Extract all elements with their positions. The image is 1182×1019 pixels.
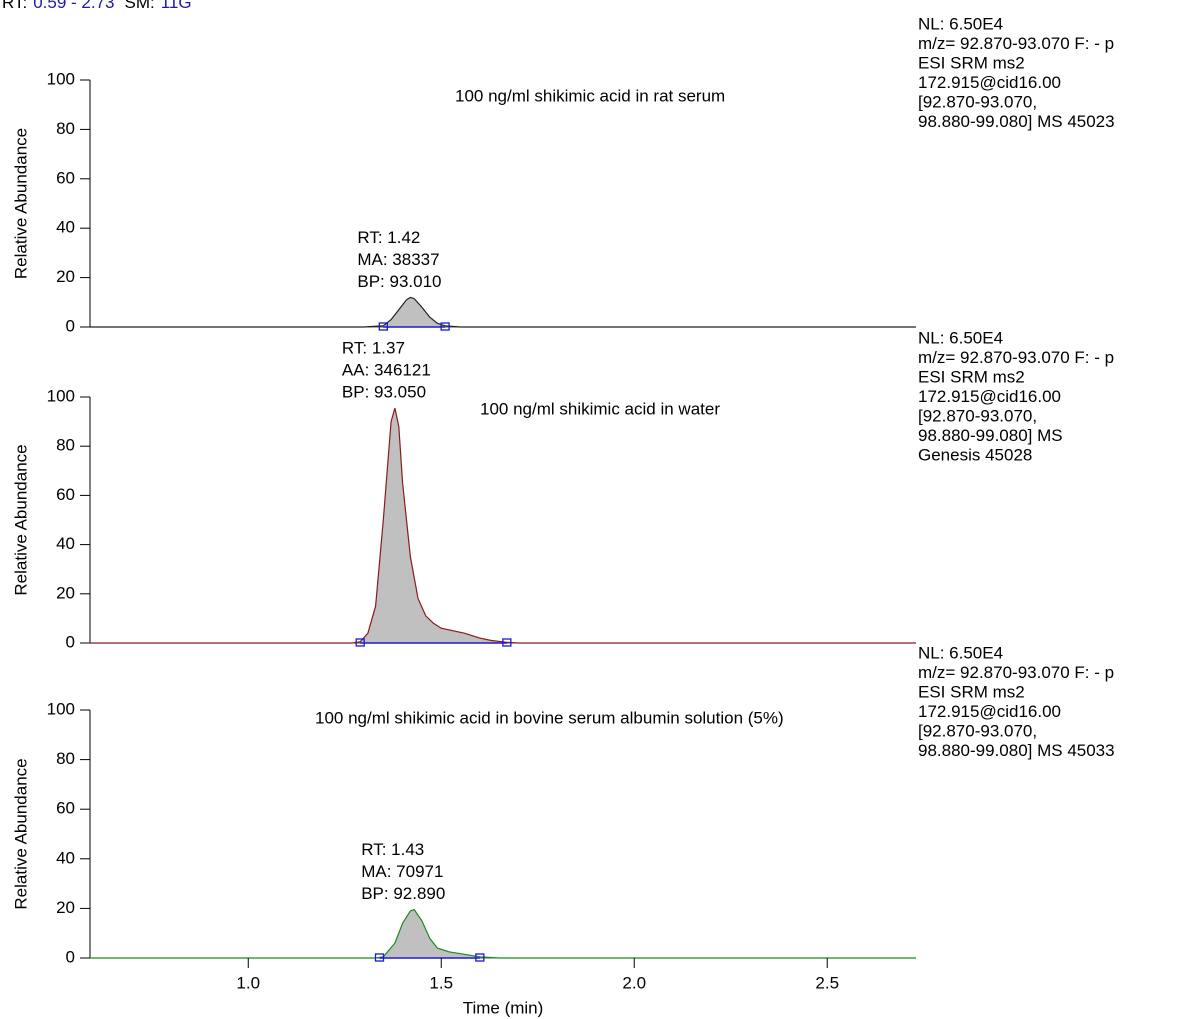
scan-info: 172.915@cid16.00 [918, 702, 1061, 721]
y-tick-label: 100 [47, 69, 75, 88]
y-tick-label: 20 [56, 898, 75, 917]
peak-bound-marker [355, 638, 365, 647]
y-tick-label: 80 [56, 749, 75, 768]
y-tick-label: 60 [56, 799, 75, 818]
peak-label: MA: 38337 [357, 250, 439, 269]
y-tick-label: 100 [47, 699, 75, 718]
scan-info: m/z= 92.870-93.070 F: - p [918, 348, 1114, 367]
panel-title: 100 ng/ml shikimic acid in rat serum [455, 86, 725, 105]
peak-bound-marker [440, 322, 450, 331]
peak-area [90, 408, 916, 643]
y-tick-label: 0 [66, 947, 75, 966]
scan-info: NL: 6.50E4 [918, 14, 1003, 33]
peak-label: AA: 346121 [342, 361, 431, 380]
y-tick-label: 80 [56, 119, 75, 138]
y-axis-label: Relative Abundance [11, 444, 30, 595]
peak-label: RT: 1.37 [342, 339, 405, 358]
x-axis-label: Time (min) [463, 998, 544, 1017]
peak-bound-marker [502, 638, 512, 647]
peak-area [90, 297, 916, 327]
y-tick-label: 20 [56, 267, 75, 286]
scan-info: 98.880-99.080] MS [918, 426, 1063, 445]
peak-bound-marker [374, 953, 385, 962]
header-value: 11G [161, 0, 192, 12]
scan-info: ESI SRM ms2 [918, 367, 1025, 386]
y-tick-label: 40 [56, 534, 75, 553]
panel-title: 100 ng/ml shikimic acid in water [480, 399, 720, 418]
header: RT: 0.59 - 2.73 SM: 11G [2, 0, 192, 12]
header-value: 0.59 - 2.73 [33, 0, 114, 12]
y-tick-label: 80 [56, 436, 75, 455]
peak-label: BP: 93.010 [357, 272, 441, 291]
scan-info: Genesis 45028 [918, 445, 1032, 464]
scan-info: 172.915@cid16.00 [918, 73, 1061, 92]
scan-info: [92.870-93.070, [918, 92, 1037, 111]
y-tick-label: 20 [56, 583, 75, 602]
scan-info: 98.880-99.080] MS 45033 [918, 741, 1115, 760]
scan-info: ESI SRM ms2 [918, 53, 1025, 72]
y-tick-label: 40 [56, 848, 75, 867]
x-tick-label: 1.5 [429, 973, 453, 992]
x-tick-label: 2.0 [622, 973, 646, 992]
scan-info: [92.870-93.070, [918, 721, 1037, 740]
scan-info: NL: 6.50E4 [918, 643, 1003, 662]
y-axis-label: Relative Abundance [11, 128, 30, 279]
trace-line [90, 908, 916, 959]
scan-info: 172.915@cid16.00 [918, 387, 1061, 406]
panel-title: 100 ng/ml shikimic acid in bovine serum … [315, 708, 784, 727]
peak-label: BP: 92.890 [361, 884, 445, 903]
peak-label: BP: 93.050 [342, 383, 426, 402]
y-tick-label: 40 [56, 218, 75, 237]
scan-info: ESI SRM ms2 [918, 682, 1025, 701]
y-tick-label: 0 [66, 316, 75, 335]
y-tick-label: 60 [56, 168, 75, 187]
peak-label: RT: 1.43 [361, 840, 424, 859]
scan-info: m/z= 92.870-93.070 F: - p [918, 663, 1114, 682]
peak-bound-marker [378, 322, 388, 331]
y-tick-label: 0 [66, 632, 75, 651]
scan-info: [92.870-93.070, [918, 406, 1037, 425]
trace-line [90, 407, 916, 644]
header-label: RT: [2, 0, 27, 12]
x-tick-label: 1.0 [236, 973, 260, 992]
header-label: SM: [124, 0, 154, 12]
scan-info: 98.880-99.080] MS 45023 [918, 112, 1115, 131]
scan-info: NL: 6.50E4 [918, 328, 1003, 347]
scan-info: m/z= 92.870-93.070 F: - p [918, 34, 1114, 53]
trace-line [90, 296, 916, 328]
y-tick-label: 60 [56, 485, 75, 504]
y-axis-label: Relative Abundance [11, 758, 30, 909]
peak-area [90, 909, 916, 958]
peak-label: RT: 1.42 [357, 228, 420, 247]
peak-label: MA: 70971 [361, 862, 443, 881]
peak-bound-marker [475, 953, 485, 962]
x-tick-label: 2.5 [815, 973, 839, 992]
y-tick-label: 100 [47, 386, 75, 405]
